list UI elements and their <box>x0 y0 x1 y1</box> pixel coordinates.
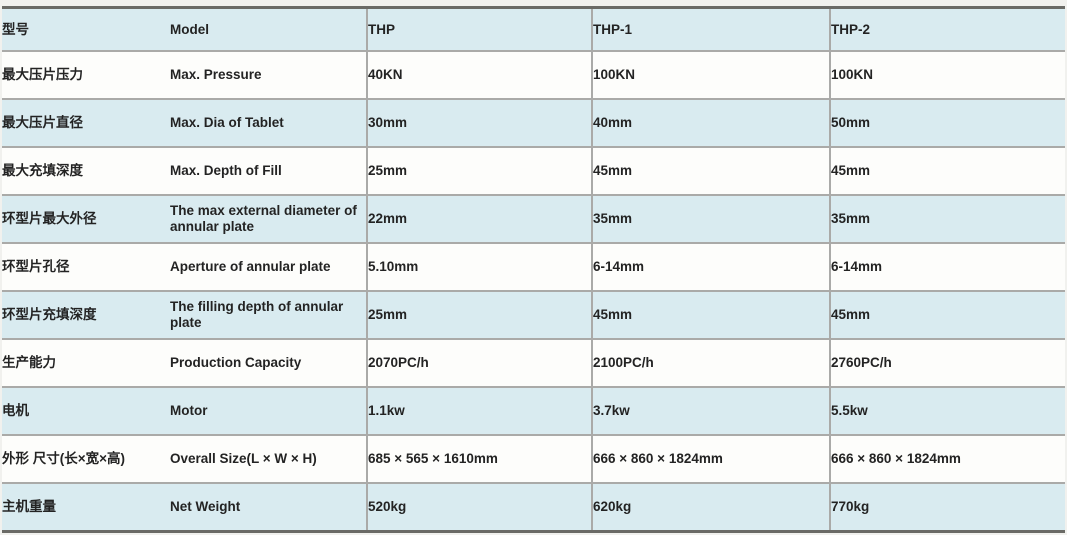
table-row: 主机重量 Net Weight 520kg 620kg 770kg <box>2 482 1065 530</box>
thp2-value: 45mm <box>829 146 1065 195</box>
thp1-value: 3.7kw <box>591 386 830 435</box>
spec-table: 型号 Model THP THP-1 THP-2 最大压片压力 Max. Pressure 4… <box>2 9 1065 530</box>
table-body: 型号 Model THP THP-1 THP-2 最大压片压力 Max. Pressure 4… <box>2 9 1065 530</box>
thp1-value: 100KN <box>591 50 830 99</box>
spec-label-en: Production Capacity <box>170 338 367 387</box>
thp-value: 2070PC/h <box>366 338 592 387</box>
header-label-en: Model <box>170 9 367 51</box>
header-label-cn: 型号 <box>2 9 170 51</box>
table-row: 环型片孔径 Aperture of annular plate 5.10mm 6-14… <box>2 242 1065 291</box>
spec-label-cn: 外形 尺寸(长×宽×高) <box>2 434 170 483</box>
header-thp2: THP-2 <box>829 9 1065 51</box>
product-spec-table: 型号 Model THP THP-1 THP-2 最大压片压力 Max. Pressure 4… <box>2 6 1065 533</box>
thp2-value: 35mm <box>829 194 1065 243</box>
table-row: 环型片充填深度 The filling depth of annular plat… <box>2 290 1065 339</box>
table-row: 电机 Motor 1.1kw 3.7kw 5.5kw <box>2 386 1065 435</box>
table-row: 最大充填深度 Max. Depth of Fill 25mm 45mm 45mm <box>2 146 1065 195</box>
spec-label-en: Max. Pressure <box>170 50 367 99</box>
spec-label-en: Max. Dia of Tablet <box>170 98 367 147</box>
thp1-value: 45mm <box>591 290 830 339</box>
thp-value: 30mm <box>366 98 592 147</box>
thp1-value: 620kg <box>591 482 830 530</box>
spec-label-en: Aperture of annular plate <box>170 242 367 291</box>
spec-label-cn: 最大充填深度 <box>2 146 170 195</box>
spec-label-cn: 最大压片直径 <box>2 98 170 147</box>
spec-label-en: Max. Depth of Fill <box>170 146 367 195</box>
thp1-value: 666 × 860 × 1824mm <box>591 434 830 483</box>
thp-value: 5.10mm <box>366 242 592 291</box>
table-row: 生产能力 Production Capacity 2070PC/h 2100PC/h 2… <box>2 338 1065 387</box>
thp1-value: 45mm <box>591 146 830 195</box>
spec-label-en: The filling depth of annular plate <box>170 290 367 339</box>
spec-label-cn: 生产能力 <box>2 338 170 387</box>
thp1-value: 6-14mm <box>591 242 830 291</box>
thp2-value: 100KN <box>829 50 1065 99</box>
spec-label-cn: 最大压片压力 <box>2 50 170 99</box>
thp2-value: 6-14mm <box>829 242 1065 291</box>
thp-value: 25mm <box>366 146 592 195</box>
thp2-value: 2760PC/h <box>829 338 1065 387</box>
header-thp: THP <box>366 9 592 51</box>
thp-value: 40KN <box>366 50 592 99</box>
thp2-value: 50mm <box>829 98 1065 147</box>
spec-label-cn: 环型片充填深度 <box>2 290 170 339</box>
thp1-value: 35mm <box>591 194 830 243</box>
header-row: 型号 Model THP THP-1 THP-2 <box>2 9 1065 51</box>
header-thp1: THP-1 <box>591 9 830 51</box>
spec-label-cn: 电机 <box>2 386 170 435</box>
spec-label-cn: 环型片最大外径 <box>2 194 170 243</box>
thp-value: 520kg <box>366 482 592 530</box>
spec-label-cn: 主机重量 <box>2 482 170 530</box>
thp2-value: 770kg <box>829 482 1065 530</box>
thp-value: 25mm <box>366 290 592 339</box>
thp2-value: 666 × 860 × 1824mm <box>829 434 1065 483</box>
spec-label-en: Overall Size(L × W × H) <box>170 434 367 483</box>
thp-value: 1.1kw <box>366 386 592 435</box>
spec-label-en: Motor <box>170 386 367 435</box>
thp1-value: 2100PC/h <box>591 338 830 387</box>
thp1-value: 40mm <box>591 98 830 147</box>
thp2-value: 45mm <box>829 290 1065 339</box>
table-row: 最大压片压力 Max. Pressure 40KN 100KN 100KN <box>2 50 1065 99</box>
thp-value: 22mm <box>366 194 592 243</box>
thp-value: 685 × 565 × 1610mm <box>366 434 592 483</box>
spec-label-en: Net Weight <box>170 482 367 530</box>
table-row: 最大压片直径 Max. Dia of Tablet 30mm 40mm 50mm <box>2 98 1065 147</box>
spec-label-cn: 环型片孔径 <box>2 242 170 291</box>
thp2-value: 5.5kw <box>829 386 1065 435</box>
table-row: 环型片最大外径 The max external diameter of annu… <box>2 194 1065 243</box>
spec-label-en: The max external diameter of annular pla… <box>170 194 367 243</box>
table-row: 外形 尺寸(长×宽×高) Overall Size(L × W × H) 685 ×… <box>2 434 1065 483</box>
